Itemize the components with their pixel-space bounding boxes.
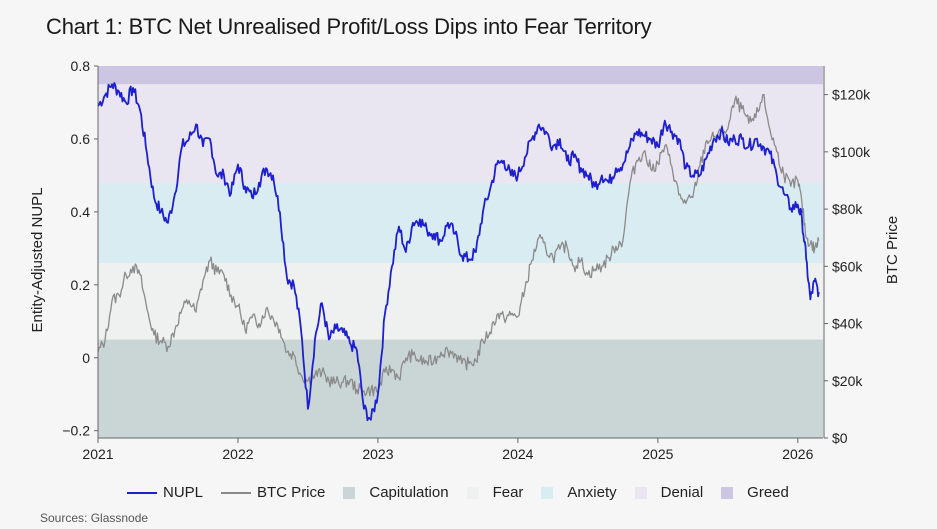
y2-tick-label: $120k — [832, 87, 871, 103]
legend-label-anxiety: Anxiety — [567, 484, 617, 501]
legend-swatch-anxiety — [541, 486, 554, 499]
source-note: Sources: Glassnode — [40, 511, 149, 525]
y-tick-label: 0.4 — [71, 204, 91, 220]
axes: 0.8 0.6 0.4 0.2 0 −0.2 $120k $100k $80k $60k $40k $… — [62, 58, 871, 462]
y2-tick-label: $60k — [832, 258, 863, 274]
legend-swatch-greed — [721, 486, 734, 499]
x-tick-label: 2021 — [82, 446, 113, 462]
legend-label-greed: Greed — [747, 484, 789, 501]
y-tick-label: 0.6 — [71, 131, 91, 147]
zone-fear — [98, 262, 823, 340]
legend-label-fear: Fear — [492, 484, 524, 501]
y-tick-label: −0.2 — [62, 423, 90, 439]
legend-item-greed: Greed — [721, 484, 789, 501]
legend-item-btc-price: BTC Price — [221, 484, 325, 501]
legend: NUPL BTC Price Capitulation Fear Anxiety… — [127, 484, 807, 501]
zone-anxiety — [98, 182, 823, 263]
x-tick-label: 2022 — [222, 446, 253, 462]
zone-bands — [98, 66, 823, 438]
x-tick-label: 2026 — [782, 446, 813, 462]
x-tick-label: 2024 — [502, 446, 533, 462]
y2-tick-label: $0 — [832, 430, 848, 446]
legend-swatch-denial — [634, 486, 647, 499]
legend-item-anxiety: Anxiety — [541, 484, 617, 501]
legend-swatch-fear — [466, 486, 479, 499]
legend-swatch-nupl — [127, 491, 157, 494]
y2-tick-label: $80k — [832, 201, 863, 217]
legend-label-nupl: NUPL — [163, 484, 204, 501]
y-tick-label: 0.8 — [71, 58, 91, 74]
y-axis-label: Entity-Adjusted NUPL — [29, 187, 46, 332]
series-lines — [97, 82, 820, 422]
legend-label-denial: Denial — [660, 484, 704, 501]
y2-tick-label: $40k — [832, 316, 863, 332]
legend-swatch-capitulation — [343, 486, 356, 499]
chart-title: Chart 1: BTC Net Unrealised Profit/Loss … — [46, 14, 652, 39]
x-tick-label: 2025 — [642, 446, 673, 462]
y2-tick-label: $100k — [832, 144, 871, 160]
y2-axis-label: BTC Price — [884, 216, 901, 284]
zone-denial — [98, 84, 823, 183]
legend-label-capitulation: Capitulation — [369, 484, 449, 501]
y2-tick-label: $20k — [832, 373, 863, 389]
zone-capitulation — [98, 339, 823, 438]
legend-item-denial: Denial — [634, 484, 704, 501]
legend-item-capitulation: Capitulation — [343, 484, 449, 501]
legend-swatch-btc-price — [221, 491, 252, 494]
series-line-btc-price — [97, 93, 820, 397]
legend-item-fear: Fear — [466, 484, 524, 501]
zone-greed — [98, 66, 823, 85]
series-line-nupl — [97, 82, 820, 422]
legend-label-btc-price: BTC Price — [257, 484, 326, 501]
y-tick-label: 0.2 — [71, 277, 91, 293]
y-tick-label: 0 — [82, 350, 90, 366]
legend-item-nupl: NUPL — [127, 484, 203, 501]
x-tick-label: 2023 — [362, 446, 393, 462]
